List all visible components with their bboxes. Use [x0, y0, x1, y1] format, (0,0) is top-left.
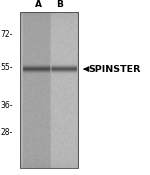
Text: 36-: 36- — [1, 101, 13, 110]
Text: 28-: 28- — [1, 128, 13, 137]
Text: SPINSTER: SPINSTER — [88, 65, 141, 74]
Text: 55-: 55- — [1, 63, 13, 72]
Text: B: B — [56, 0, 63, 9]
Text: A: A — [35, 0, 42, 9]
Text: 72-: 72- — [1, 30, 13, 39]
Bar — [20, 12, 78, 168]
